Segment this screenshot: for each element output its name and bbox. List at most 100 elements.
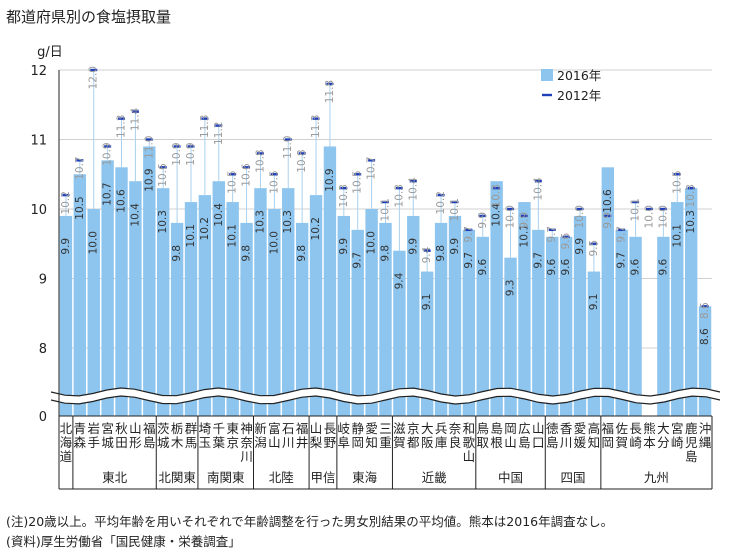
region-label: 南関東 <box>207 470 245 485</box>
value-label-2016: 10.0 <box>366 231 378 254</box>
category-label: 愛知 <box>365 421 378 450</box>
value-label-2016: 9.9 <box>407 238 419 255</box>
category-label: 茨城 <box>157 421 170 450</box>
value-label-2012: 8.6 <box>699 302 711 319</box>
category-label: 岩手 <box>87 421 100 450</box>
value-label-2016: 10.2 <box>199 217 211 240</box>
value-label-2012: 10.8 <box>255 149 267 172</box>
value-label-2012: 10.5 <box>268 170 280 193</box>
bar <box>420 271 434 416</box>
value-label-2012: 9.6 <box>560 232 572 249</box>
value-label-2016: 8.6 <box>699 328 711 345</box>
chart-title: 都道府県別の食塩摂取量 <box>6 8 172 26</box>
bar <box>240 222 253 416</box>
category-label: 三重 <box>379 421 392 450</box>
value-label-2012: 10.9 <box>185 142 197 165</box>
value-label-2012: 10.6 <box>157 163 169 187</box>
region-label: 東北 <box>102 470 128 485</box>
value-label-2016: 9.6 <box>477 258 489 275</box>
bar <box>226 202 239 416</box>
bar <box>629 236 642 416</box>
category-label: 栃木 <box>171 421 184 450</box>
region-label: 九州 <box>644 470 669 485</box>
bar <box>379 222 392 416</box>
bar <box>101 160 114 416</box>
value-label-2012: 11.0 <box>143 136 155 159</box>
value-label-2012: 11.4 <box>129 107 141 131</box>
category-label: 佐賀 <box>615 421 628 450</box>
category-label: 山口 <box>532 421 545 450</box>
category-label: 千葉 <box>213 421 226 450</box>
value-label-2012: 10.5 <box>227 170 239 193</box>
value-label-2016: 10.2 <box>310 217 322 240</box>
value-label-2016: 10.1 <box>671 224 683 247</box>
y-tick-label: 11 <box>30 134 47 149</box>
value-label-2012: 10.5 <box>352 170 364 193</box>
y-zero-label: 0 <box>39 410 47 425</box>
category-label: 沖縄 <box>699 421 712 450</box>
y-tick-label: 10 <box>30 203 47 218</box>
category-label: 鹿児島 <box>685 421 698 464</box>
legend-swatch-2016 <box>541 69 553 81</box>
value-label-2016: 10.3 <box>157 210 169 233</box>
value-label-2012: 9.9 <box>602 212 614 229</box>
bar <box>657 236 670 416</box>
category-label: 青森 <box>74 421 87 450</box>
bar <box>143 146 156 416</box>
bar <box>532 229 545 416</box>
value-label-2012: 10.5 <box>671 170 683 193</box>
category-label: 島根 <box>490 421 503 450</box>
bar <box>365 209 378 416</box>
category-label: 高知 <box>588 421 601 450</box>
category-label: 岐阜 <box>338 421 351 450</box>
category-label: 静岡 <box>351 421 364 450</box>
value-label-2012: 12.0 <box>88 66 100 89</box>
category-label: 岡山 <box>504 421 517 450</box>
bar <box>462 229 476 416</box>
region-label: 北陸 <box>269 470 294 485</box>
value-label-2012: 9.7 <box>616 226 628 243</box>
value-label-2012: 10.9 <box>171 142 183 165</box>
bar <box>601 167 614 416</box>
category-label: 香川 <box>560 421 573 450</box>
category-label: 長野 <box>324 421 337 450</box>
category-label: 新潟 <box>254 421 267 450</box>
value-label-2016: 9.6 <box>657 258 669 275</box>
bar <box>351 229 364 416</box>
value-label-2016: 10.3 <box>685 210 697 233</box>
value-label-2016: 9.3 <box>505 280 517 297</box>
value-label-2016: 10.1 <box>185 224 197 247</box>
value-label-2012: 11.2 <box>213 122 225 145</box>
value-label-2012: 10.0 <box>574 205 586 228</box>
bar <box>268 209 281 416</box>
value-label-2016: 9.7 <box>616 252 628 269</box>
value-label-2016: 9.7 <box>463 252 475 269</box>
category-label: 鳥取 <box>477 421 490 450</box>
bar <box>684 188 698 416</box>
bar <box>184 202 198 416</box>
value-label-2016: 10.3 <box>255 210 267 233</box>
value-label-2016: 10.0 <box>268 231 280 254</box>
category-label: 熊本 <box>643 421 656 450</box>
category-label: 徳島 <box>546 421 559 450</box>
value-label-2016: 9.9 <box>60 238 72 255</box>
bar <box>295 222 309 416</box>
category-label: 福島 <box>143 421 156 450</box>
bar <box>448 215 462 416</box>
category-label: 山梨 <box>310 421 323 450</box>
bar <box>73 174 87 416</box>
bar <box>559 236 573 416</box>
value-label-2012: 9.9 <box>518 212 530 229</box>
bar <box>434 222 448 416</box>
value-label-2012: 10.0 <box>644 205 656 228</box>
value-label-2016: 9.6 <box>560 258 572 275</box>
value-label-2016: 9.8 <box>380 245 392 262</box>
axis-break-band <box>51 388 720 404</box>
value-label-2016: 9.1 <box>421 294 433 311</box>
region-label: 中国 <box>498 470 523 485</box>
bar <box>129 181 142 416</box>
category-label: 福岡 <box>602 421 615 450</box>
value-label-2012: 10.7 <box>74 156 86 179</box>
bar <box>87 209 100 416</box>
category-label: 滋賀 <box>393 421 406 450</box>
